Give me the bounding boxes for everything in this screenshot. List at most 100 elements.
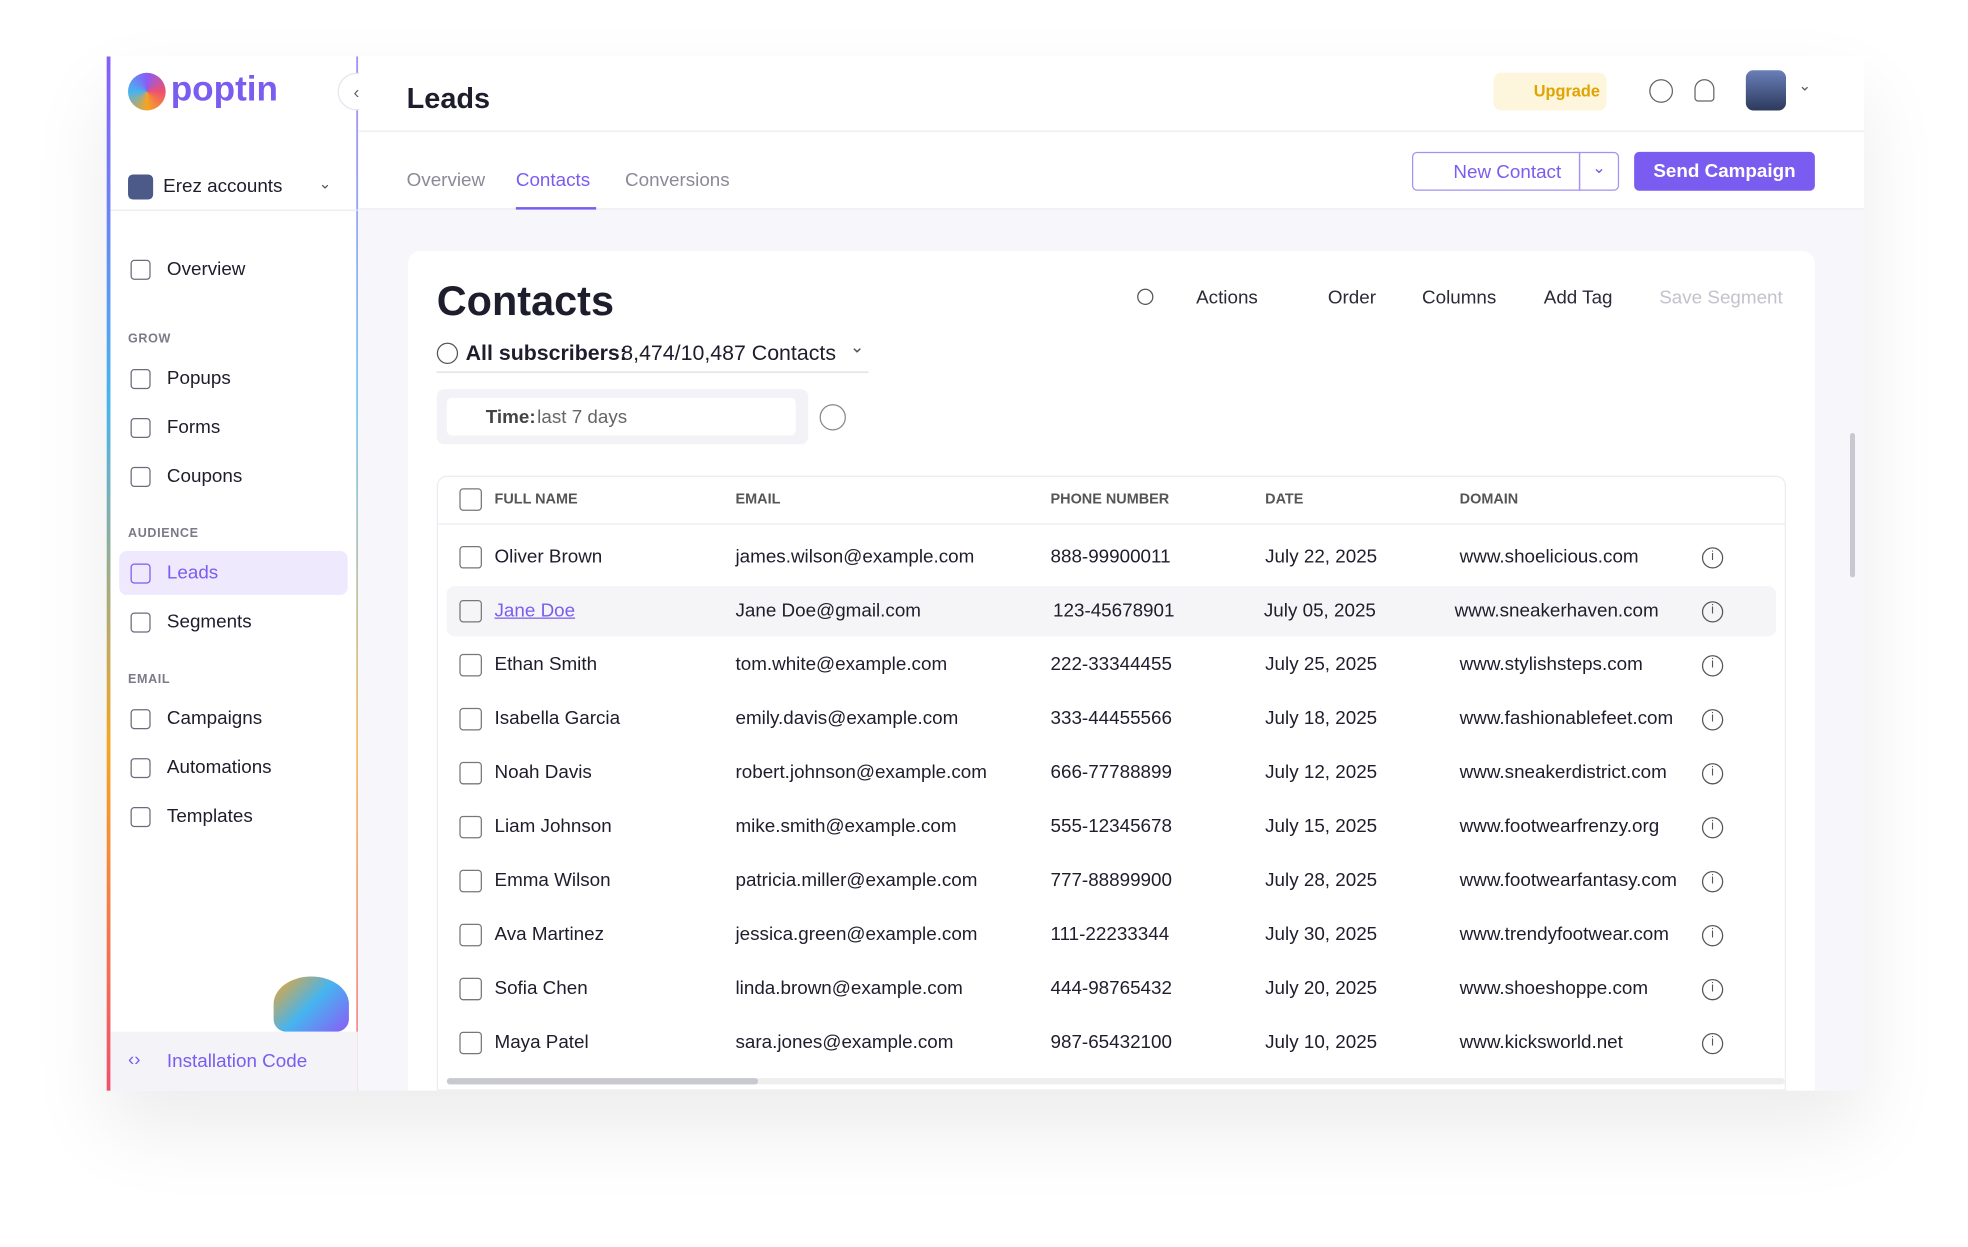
info-button[interactable]: i (1701, 601, 1724, 623)
contact-name[interactable]: Ethan Smith (494, 653, 598, 676)
vertical-scrollbar-thumb[interactable] (1850, 433, 1856, 578)
nav-item[interactable]: Coupons (166, 465, 243, 487)
new-contact-menu[interactable]: ⌄ (1578, 151, 1620, 191)
info-button[interactable]: i (1701, 925, 1724, 947)
contact-name[interactable]: Noah Davis (494, 761, 592, 784)
nav-item[interactable]: Overview (166, 258, 246, 280)
table-cell: www.stylishsteps.com (1459, 653, 1643, 676)
contacts-title: Contacts (436, 277, 614, 324)
horizontal-scrollbar-track (446, 1078, 1785, 1085)
table-cell: robert.johnson@example.com (735, 761, 987, 784)
chevron: ⌄ (1798, 76, 1812, 95)
contact-name[interactable]: Jane Doe (494, 599, 576, 622)
nav-item[interactable]: Leads (166, 562, 219, 584)
table-cell: www.fashionablefeet.com (1459, 707, 1674, 730)
filter-select[interactable] (446, 397, 796, 436)
table-cell: July 15, 2025 (1265, 815, 1378, 838)
info-button[interactable]: i (1701, 871, 1724, 893)
tab-underline (515, 207, 597, 210)
info-button[interactable]: i (1701, 547, 1724, 569)
table-cell: July 18, 2025 (1265, 707, 1378, 730)
subscribers-underline (436, 371, 869, 373)
filter-label: Time: (485, 406, 536, 428)
tab[interactable]: Contacts (515, 169, 591, 191)
toolbar-button: Save Segment (1659, 287, 1783, 309)
user-avatar[interactable] (1745, 70, 1787, 111)
toolbar-button[interactable]: Columns (1422, 287, 1497, 309)
account-avatar (128, 174, 154, 200)
help-icon[interactable] (1649, 79, 1674, 103)
column-header: DATE (1265, 491, 1304, 508)
table-cell: 444-98765432 (1050, 977, 1172, 1000)
section-title: GROW (128, 332, 171, 347)
installation-code-link[interactable]: Installation Code (166, 1050, 308, 1072)
checkbox[interactable] (459, 815, 482, 839)
contact-name[interactable]: Liam Johnson (494, 815, 612, 838)
icon (130, 563, 151, 584)
nav-item[interactable]: Campaigns (166, 707, 263, 730)
nav-item[interactable]: Popups (166, 367, 231, 390)
info-button[interactable]: i (1701, 763, 1724, 785)
contact-name[interactable]: Sofia Chen (494, 977, 588, 1000)
nav-active-bg (119, 550, 348, 595)
table-cell: July 20, 2025 (1265, 977, 1378, 1000)
checkbox[interactable] (459, 761, 482, 785)
table-cell: July 10, 2025 (1265, 1031, 1378, 1054)
checkbox[interactable] (459, 869, 482, 893)
nav-item[interactable]: Forms (166, 416, 221, 439)
info-button[interactable]: i (1701, 709, 1724, 731)
column-header: PHONE NUMBER (1050, 491, 1170, 508)
column-header: EMAIL (735, 491, 781, 508)
checkbox[interactable] (459, 545, 482, 569)
sidebar-footer (110, 1031, 358, 1091)
new-contact-button[interactable]: New Contact (1411, 151, 1581, 191)
column-header: FULL NAME (494, 491, 578, 508)
send-campaign-button[interactable]: Send Campaign (1634, 151, 1815, 191)
column-header: DOMAIN (1459, 491, 1519, 508)
bell-icon[interactable] (1694, 79, 1715, 102)
subscribers-count[interactable]: 8,474/10,487 Contacts (621, 341, 836, 366)
table-cell: mike.smith@example.com (735, 815, 957, 838)
checkbox[interactable] (459, 923, 482, 947)
toolbar-button[interactable]: Actions (1196, 287, 1258, 309)
nav-item[interactable]: Automations (166, 756, 272, 779)
page-title: Leads (406, 81, 491, 115)
search-icon[interactable] (1137, 288, 1154, 305)
checkbox[interactable] (459, 977, 482, 1001)
checkbox[interactable] (459, 707, 482, 731)
checkbox[interactable] (459, 599, 482, 623)
contact-name[interactable]: Maya Patel (494, 1031, 589, 1054)
info-button[interactable]: i (1701, 978, 1724, 1001)
table-cell: July 28, 2025 (1265, 869, 1378, 892)
info-button[interactable]: i (1701, 655, 1724, 677)
upgrade-button[interactable]: Upgrade (1493, 72, 1607, 111)
contact-name[interactable]: Ava Martinez (494, 923, 605, 946)
toolbar-button[interactable]: Order (1327, 287, 1377, 309)
table-cell: james.wilson@example.com (735, 545, 975, 568)
horizontal-scrollbar-thumb[interactable] (446, 1078, 759, 1085)
info-button[interactable]: i (1701, 817, 1724, 839)
contact-name[interactable]: Oliver Brown (494, 545, 603, 568)
tab[interactable]: Overview (406, 169, 486, 191)
add-filter-button[interactable] (819, 404, 846, 431)
contact-name[interactable]: Emma Wilson (494, 869, 611, 892)
contact-name[interactable]: Isabella Garcia (494, 707, 621, 730)
checkbox[interactable] (459, 653, 482, 677)
table-cell: linda.brown@example.com (735, 977, 963, 1000)
account-switcher[interactable]: Erez accounts (163, 175, 283, 198)
info-button[interactable]: i (1701, 1032, 1724, 1055)
subscribers-label: All subscribers: (465, 341, 627, 366)
table-cell: emily.davis@example.com (735, 707, 959, 730)
checkbox[interactable] (459, 1031, 482, 1055)
table-cell: www.footwearfantasy.com (1459, 869, 1677, 892)
table (436, 475, 1787, 1091)
table-header-line (438, 523, 1785, 525)
toolbar-button[interactable]: Add Tag (1543, 287, 1613, 309)
checkbox[interactable] (459, 488, 482, 511)
tab[interactable]: Conversions (625, 169, 730, 191)
nav-item[interactable]: Segments (166, 611, 252, 633)
icon (130, 758, 151, 779)
nav-item[interactable]: Templates (166, 805, 253, 828)
